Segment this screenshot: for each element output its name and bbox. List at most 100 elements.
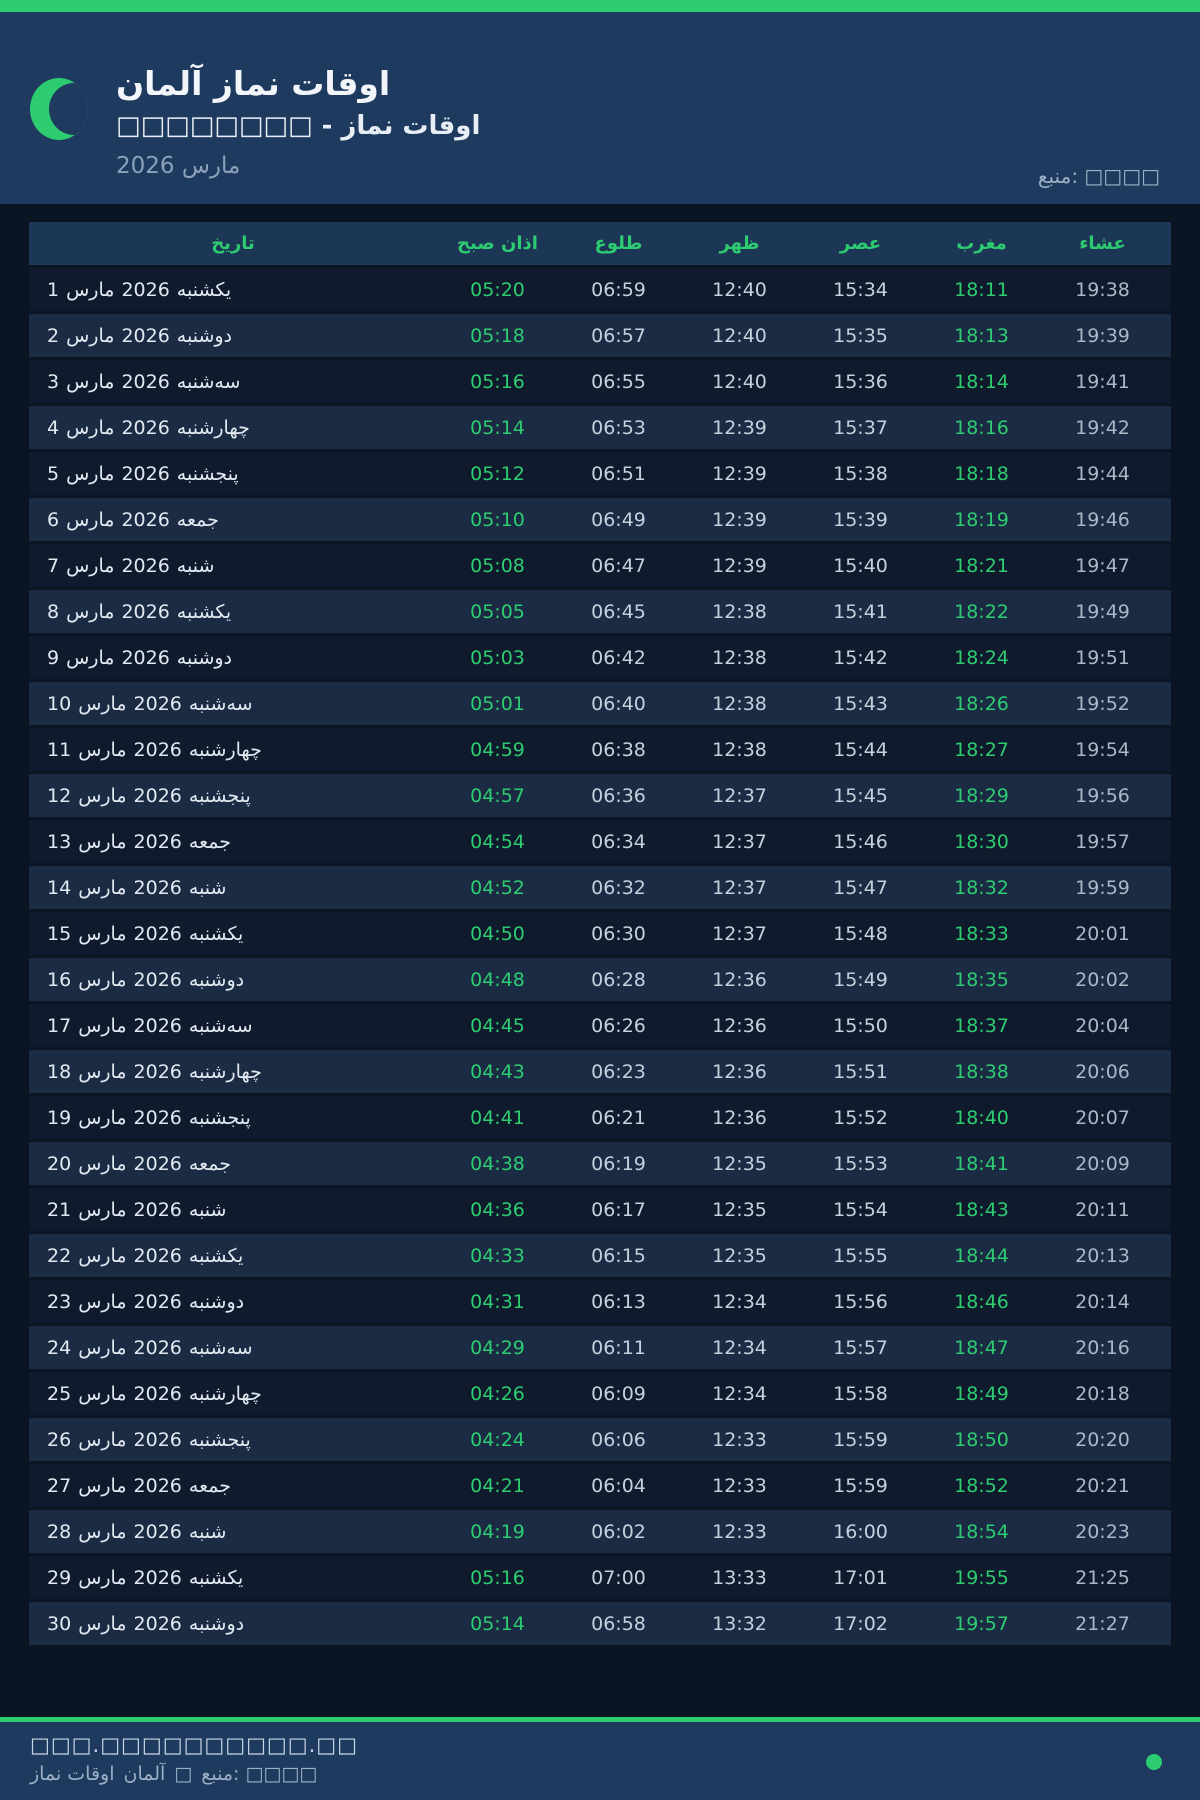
date-day: 14 — [47, 876, 72, 899]
date-cell: 15 مارس 2026 یکشنبه — [29, 923, 437, 945]
date-month: مارس — [66, 278, 115, 301]
table-row: 19 مارس 2026 پنجشنبه 04:41 06:21 12:36 1… — [29, 1096, 1171, 1142]
date-weekday: یکشنبه — [188, 1244, 244, 1267]
date-weekday: دوشنبه — [176, 324, 233, 347]
date-cell: 19 مارس 2026 پنجشنبه — [29, 1107, 437, 1129]
column-header-maghrib: مغرب — [956, 233, 1007, 254]
table-row: 5 مارس 2026 پنجشنبه 05:12 06:51 12:39 15… — [29, 452, 1171, 498]
sunrise-time: 06:57 — [591, 324, 646, 347]
date-cell: 10 مارس 2026 سه‌شنبه — [29, 693, 437, 715]
asr-time: 15:49 — [833, 968, 888, 991]
isha-time: 20:11 — [1075, 1198, 1130, 1221]
date-weekday: شنبه — [188, 876, 227, 899]
date-weekday: سه‌شنبه — [188, 1014, 253, 1037]
fajr-time: 04:36 — [470, 1198, 525, 1221]
date-cell: 1 مارس 2026 یکشنبه — [29, 279, 437, 301]
isha-time: 19:47 — [1075, 554, 1130, 577]
isha-time: 19:52 — [1075, 692, 1130, 715]
isha-time: 19:57 — [1075, 830, 1130, 853]
fajr-time: 04:26 — [470, 1382, 525, 1405]
dhuhr-time: 12:38 — [712, 646, 767, 669]
date-month: مارس — [66, 324, 115, 347]
date-weekday: جمعه — [176, 508, 219, 531]
isha-time: 20:09 — [1075, 1152, 1130, 1175]
isha-time: 19:56 — [1075, 784, 1130, 807]
top-accent-bar — [0, 0, 1200, 12]
date-day: 18 — [47, 1060, 72, 1083]
date-weekday: یکشنبه — [188, 1566, 244, 1589]
date-day: 24 — [47, 1336, 72, 1359]
dhuhr-time: 12:37 — [712, 830, 767, 853]
date-day: 3 — [47, 370, 60, 393]
maghrib-time: 18:22 — [954, 600, 1009, 623]
date-year: 2026 — [121, 646, 170, 669]
isha-time: 20:02 — [1075, 968, 1130, 991]
date-cell: 20 مارس 2026 جمعه — [29, 1153, 437, 1175]
maghrib-time: 18:49 — [954, 1382, 1009, 1405]
date-month: مارس — [78, 830, 127, 853]
date-weekday: جمعه — [188, 1152, 231, 1175]
date-day: 26 — [47, 1428, 72, 1451]
date-day: 4 — [47, 416, 60, 439]
date-weekday: جمعه — [188, 830, 231, 853]
asr-time: 15:39 — [833, 508, 888, 531]
table-row: 27 مارس 2026 جمعه 04:21 06:04 12:33 15:5… — [29, 1464, 1171, 1510]
isha-time: 20:21 — [1075, 1474, 1130, 1497]
fajr-time: 05:14 — [470, 1612, 525, 1635]
date-year: 2026 — [133, 1474, 182, 1497]
page-title: اوقات نماز آلمان — [116, 64, 391, 103]
column-header-date: تاریخ — [211, 233, 255, 254]
fajr-time: 05:10 — [470, 508, 525, 531]
date-day: 28 — [47, 1520, 72, 1543]
date-month: مارس — [78, 692, 127, 715]
date-month: مارس — [78, 876, 127, 899]
dhuhr-time: 12:38 — [712, 738, 767, 761]
dhuhr-time: 12:39 — [712, 508, 767, 531]
sunrise-time: 06:58 — [591, 1612, 646, 1635]
footer-credit-country: آلمان — [123, 1763, 166, 1785]
sunrise-time: 06:04 — [591, 1474, 646, 1497]
fajr-time: 04:31 — [470, 1290, 525, 1313]
table-row: 17 مارس 2026 سه‌شنبه 04:45 06:26 12:36 1… — [29, 1004, 1171, 1050]
date-weekday: پنجشنبه — [188, 1106, 251, 1129]
date-year: 2026 — [121, 554, 170, 577]
date-day: 22 — [47, 1244, 72, 1267]
table-row: 15 مارس 2026 یکشنبه 04:50 06:30 12:37 15… — [29, 912, 1171, 958]
date-day: 10 — [47, 692, 72, 715]
date-month: مارس — [66, 416, 115, 439]
isha-time: 20:04 — [1075, 1014, 1130, 1037]
date-month: مارس — [66, 600, 115, 623]
table-row: 4 مارس 2026 چهارشنبه 05:14 06:53 12:39 1… — [29, 406, 1171, 452]
date-year: 2026 — [121, 508, 170, 531]
footer-credit-title: اوقات نماز — [30, 1763, 115, 1785]
isha-time: 20:18 — [1075, 1382, 1130, 1405]
asr-time: 15:44 — [833, 738, 888, 761]
maghrib-time: 18:21 — [954, 554, 1009, 577]
date-weekday: جمعه — [188, 1474, 231, 1497]
asr-time: 15:37 — [833, 416, 888, 439]
table-row: 12 مارس 2026 پنجشنبه 04:57 06:36 12:37 1… — [29, 774, 1171, 820]
dhuhr-time: 12:40 — [712, 278, 767, 301]
date-weekday: چهارشنبه — [188, 738, 262, 761]
source-label: منبع: □□□□ — [1037, 164, 1160, 188]
date-day: 1 — [47, 278, 60, 301]
date-weekday: پنجشنبه — [188, 784, 251, 807]
maghrib-time: 19:55 — [954, 1566, 1009, 1589]
date-weekday: چهارشنبه — [188, 1382, 262, 1405]
sunrise-time: 06:26 — [591, 1014, 646, 1037]
date-day: 20 — [47, 1152, 72, 1175]
date-month: مارس — [78, 738, 127, 761]
table-row: 9 مارس 2026 دوشنبه 05:03 06:42 12:38 15:… — [29, 636, 1171, 682]
asr-time: 15:55 — [833, 1244, 888, 1267]
date-year: 2026 — [121, 278, 170, 301]
date-year: 2026 — [133, 1198, 182, 1221]
date-weekday: سه‌شنبه — [188, 692, 253, 715]
sunrise-time: 06:55 — [591, 370, 646, 393]
date-cell: 24 مارس 2026 سه‌شنبه — [29, 1337, 437, 1359]
isha-time: 19:41 — [1075, 370, 1130, 393]
isha-time: 19:46 — [1075, 508, 1130, 531]
date-month: مارس — [78, 1612, 127, 1635]
table-row: 11 مارس 2026 چهارشنبه 04:59 06:38 12:38 … — [29, 728, 1171, 774]
sunrise-time: 06:51 — [591, 462, 646, 485]
sunrise-time: 06:38 — [591, 738, 646, 761]
